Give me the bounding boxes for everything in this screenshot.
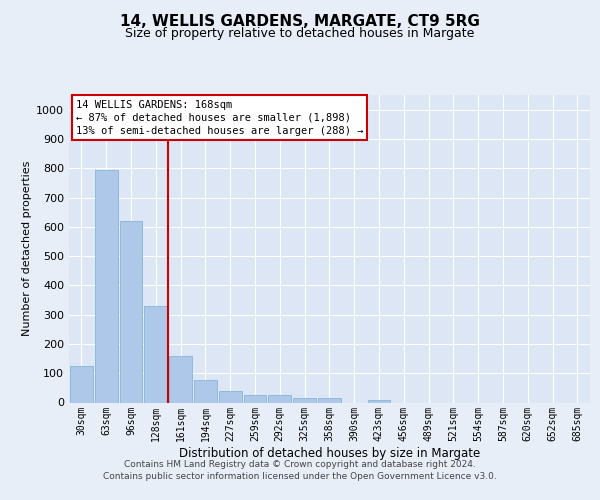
Text: Contains HM Land Registry data © Crown copyright and database right 2024.: Contains HM Land Registry data © Crown c…	[124, 460, 476, 469]
Bar	[169, 356, 192, 403]
Bar	[119, 221, 142, 402]
Y-axis label: Number of detached properties: Number of detached properties	[22, 161, 32, 336]
Bar	[368, 400, 391, 402]
Bar	[244, 394, 266, 402]
Bar	[293, 398, 316, 402]
Text: 14, WELLIS GARDENS, MARGATE, CT9 5RG: 14, WELLIS GARDENS, MARGATE, CT9 5RG	[120, 14, 480, 29]
Bar	[318, 398, 341, 402]
Bar	[268, 395, 291, 402]
Text: Contains public sector information licensed under the Open Government Licence v3: Contains public sector information licen…	[103, 472, 497, 481]
Text: 14 WELLIS GARDENS: 168sqm
← 87% of detached houses are smaller (1,898)
13% of se: 14 WELLIS GARDENS: 168sqm ← 87% of detac…	[76, 100, 363, 136]
X-axis label: Distribution of detached houses by size in Margate: Distribution of detached houses by size …	[179, 448, 480, 460]
Bar	[95, 170, 118, 402]
Bar	[194, 380, 217, 402]
Bar	[70, 366, 93, 403]
Bar	[145, 306, 167, 402]
Text: Size of property relative to detached houses in Margate: Size of property relative to detached ho…	[125, 27, 475, 40]
Bar	[219, 391, 242, 402]
